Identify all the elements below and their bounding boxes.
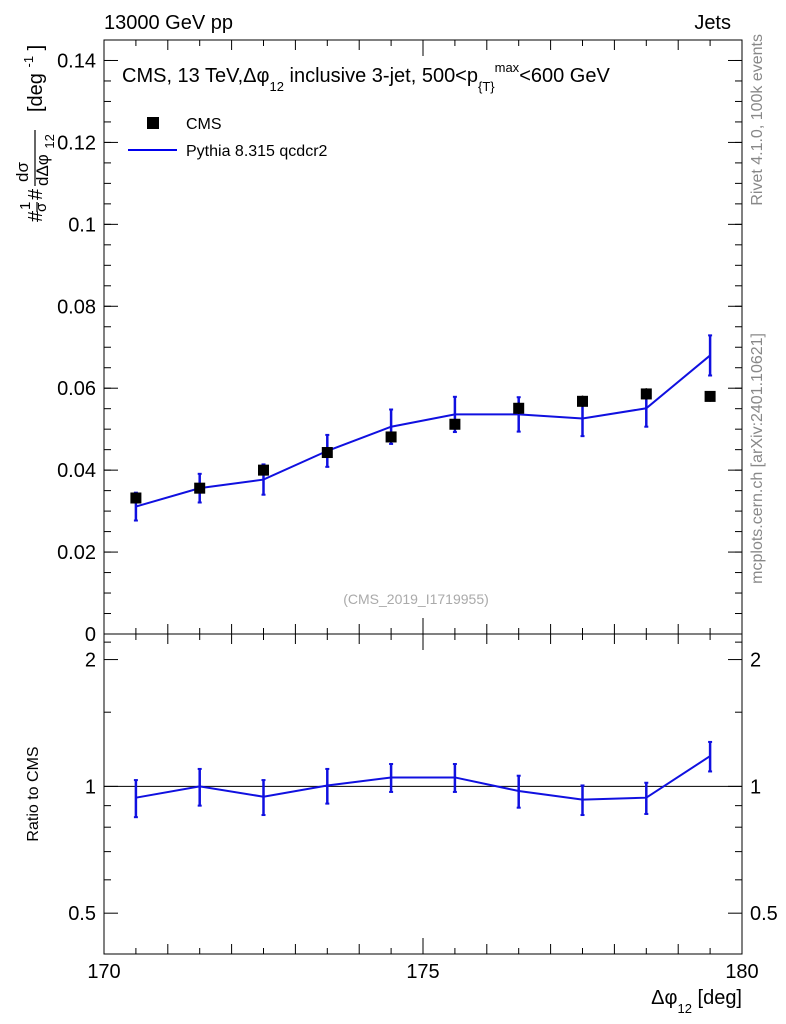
title-sup-max: max	[495, 60, 520, 75]
main-cms-series	[130, 388, 716, 504]
mcplots-label: mcplots.cern.ch [arXiv:2401.10621]	[749, 333, 766, 584]
main-title: CMS, 13 TeV,Δφ12 inclusive 3-jet, 500<p{…	[122, 60, 610, 94]
main-pythia-series	[133, 334, 713, 522]
ylabel-frac1-num: 1	[17, 202, 34, 210]
ylabel-hash: #	[25, 210, 47, 222]
rivet-version-label: Rivet 4.1.0, 100k events	[749, 34, 766, 206]
legend-cms-marker	[147, 117, 159, 129]
x-axis-label: Δφ12 [deg]	[651, 987, 742, 1016]
main-y-axis: 0 0.02 0.04 0.06 0.08 0.1 0.12 0.14	[57, 50, 742, 646]
cms-data-point	[258, 464, 269, 476]
cms-data-point	[321, 447, 333, 459]
main-pythia-line	[135, 354, 711, 508]
main-y-tick-label: 0.02	[57, 542, 96, 564]
analysis-id: (CMS_2019_I1719955)	[343, 591, 489, 607]
cms-data-point	[704, 390, 716, 402]
main-x-axis-ticks	[103, 40, 743, 634]
ratio-y-axis-label: Ratio to CMS	[25, 746, 42, 841]
ratio-y-tick-label: 2	[85, 650, 96, 672]
header-right: Jets	[694, 12, 731, 34]
xlabel-main: Δφ	[651, 987, 677, 1009]
ratio-y-tick-label: 0.5	[68, 903, 96, 925]
main-y-tick-label: 0.08	[57, 296, 96, 318]
ylabel-frac2-num: dσ	[13, 162, 32, 182]
main-y-tick-label: 0	[85, 624, 96, 646]
ratio-x-tick-label: 175	[406, 961, 439, 983]
ratio-pythia-series	[133, 740, 713, 819]
xlabel-unit: [deg]	[692, 987, 742, 1009]
main-y-axis-label: # 1 σ # dσ dΔφ 12 [deg -1 ]	[11, 45, 59, 222]
cms-data-point	[130, 492, 142, 504]
ylabel-unit-end: ]	[25, 45, 47, 51]
main-y-tick-label: 0.14	[57, 50, 96, 72]
ratio-y-tick-label-right: 2	[750, 650, 761, 672]
ylabel-frac2-den: dΔφ	[33, 154, 52, 186]
ratio-y-tick-label: 1	[85, 776, 96, 798]
ylabel-unit: [deg	[25, 73, 47, 112]
title-sub-T: {T}	[478, 79, 495, 94]
cms-data-point	[640, 388, 652, 400]
ratio-x-tick-label: 180	[725, 961, 758, 983]
main-y-tick-label: 0.04	[57, 460, 96, 482]
cms-data-point	[513, 402, 525, 414]
main-y-tick-label: 0.06	[57, 378, 96, 400]
cms-data-point	[194, 482, 206, 494]
main-y-tick-label: 0.1	[68, 214, 96, 236]
ratio-x-axis: 170 175 180	[87, 634, 759, 983]
header-left: 13000 GeV pp	[104, 12, 233, 34]
title-sub-12: 12	[270, 79, 284, 94]
xlabel-sub: 12	[677, 1001, 691, 1016]
ylabel-hash-2: #	[25, 188, 47, 200]
ylabel-den-sub: 12	[42, 134, 57, 148]
cms-data-point	[385, 431, 397, 443]
ratio-x-tick-label: 170	[87, 961, 120, 983]
title-part-2: inclusive 3-jet, 500<p	[284, 65, 478, 87]
title-part-3: <600 GeV	[519, 65, 610, 87]
main-y-tick-label: 0.12	[57, 132, 96, 154]
ratio-pythia-line	[135, 755, 711, 801]
legend-pythia-label: Pythia 8.315 qcdcr2	[186, 143, 328, 160]
ratio-y-axis: 0.5 0.5 1 1 2 2	[68, 641, 778, 955]
ylabel-frac1-den: σ	[33, 202, 50, 212]
cms-data-point	[577, 395, 588, 407]
cms-data-point	[449, 418, 461, 430]
svg-text:# 1 σ #: # 1 σ # dσ dΔφ 12 [deg -1 ]	[11, 45, 59, 222]
title-part-1: CMS, 13 TeV,Δφ	[122, 65, 270, 87]
ratio-y-tick-label-right: 0.5	[750, 903, 778, 925]
legend-cms-label: CMS	[186, 116, 222, 133]
ylabel-unit-sup: -1	[21, 56, 36, 68]
ratio-y-tick-label-right: 1	[750, 776, 761, 798]
